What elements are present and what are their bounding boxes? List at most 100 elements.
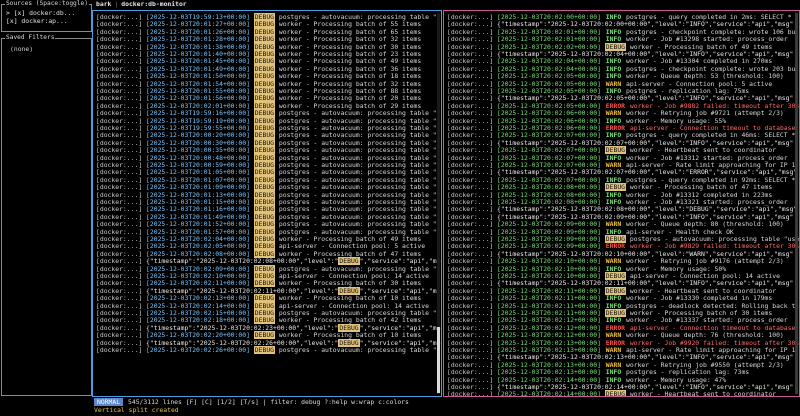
log-source: [docker:...] — [447, 257, 494, 266]
log-level-badge: INFO — [605, 375, 622, 384]
log-level-badge: DEBUG — [253, 72, 276, 81]
log-message: worker - Processing batch of 49 items — [278, 57, 422, 66]
log-line: [docker:...] [2025-12-03T20:02:01+00:00]… — [447, 35, 788, 43]
log-source: [docker:...] — [447, 101, 494, 110]
log-source: [docker:...] — [447, 316, 494, 325]
log-level-badge: DEBUG — [253, 161, 276, 169]
log-message: worker - Processing batch of 49 items — [278, 235, 422, 243]
log-source: [docker:...] — [447, 279, 494, 288]
log-source: [docker:...] — [447, 175, 494, 184]
log-line: [docker:...] [2025-12-03T20:01:15+00:00]… — [96, 198, 441, 206]
log-line: [docker:...] [2025-12-03T20:02:11+00:00]… — [447, 309, 772, 317]
log-line: [docker:...] [2025-12-03T20:02:20+00:00]… — [96, 331, 421, 340]
source-item-api[interactable]: [x] docker:ap... — [6, 17, 68, 25]
log-source: [docker:...] — [447, 331, 494, 340]
log-message: api-server - Health check OK — [626, 227, 734, 236]
log-level-badge: ERROR — [605, 338, 626, 347]
log-timestamp: [2025-12-03T20:02:13+00:00] — [497, 338, 601, 347]
source-label: docker:ap... — [21, 17, 68, 25]
source-item-db[interactable]: > [x] docker:db... — [6, 9, 75, 17]
log-level-badge: WARN — [605, 331, 622, 340]
log-message: postgres - autovacuum: processing table … — [278, 124, 442, 132]
header-bar: bark | docker:db-monitor — [92, 0, 800, 10]
log-level-badge: DEBUG — [338, 257, 360, 266]
log-timestamp: [2025-12-03T20:02:11+00:00] — [146, 279, 250, 288]
log-message: worker - Processing batch of 47 items — [629, 183, 773, 192]
log-message: worker - Memory usage: 55% — [626, 116, 727, 125]
log-level-badge: DEBUG — [253, 198, 276, 206]
log-level-badge: DEBUG — [253, 27, 276, 36]
left-log-pane[interactable]: [docker:...] [2025-12-03T19:59:13+00:00]… — [92, 10, 442, 397]
right-scrollbar[interactable] — [795, 13, 798, 394]
log-source: [docker:...] — [96, 50, 143, 58]
log-level-badge: DEBUG — [253, 227, 276, 236]
log-source: [docker:...] — [447, 368, 494, 377]
log-timestamp: [2025-12-03T20:02:05+00:00] — [497, 101, 601, 110]
log-source: [docker:...] — [447, 242, 494, 251]
log-message: worker - Job #13330 completed in 179ms — [626, 294, 773, 303]
log-level-badge: DEBUG — [604, 272, 627, 280]
log-line: [docker:...] [2025-12-03T20:02:07+00:00]… — [447, 154, 788, 162]
log-message: api-server - Rate limit approaching for … — [626, 346, 796, 354]
log-level-badge: DEBUG — [604, 146, 627, 155]
log-line: [docker:...] [2025-12-03T20:01:57+00:00]… — [96, 227, 441, 236]
log-source: [docker:...] — [447, 35, 494, 44]
log-level-badge: DEBUG — [338, 338, 360, 347]
log-source: [docker:...] — [96, 242, 143, 251]
left-scrollbar[interactable] — [437, 13, 440, 394]
log-source: [docker:...] — [96, 64, 143, 73]
log-message: worker - Job #13337 started: process_ord… — [626, 316, 788, 325]
log-source: [docker:...] — [447, 301, 494, 310]
log-line: [docker:...] [2025-12-03T20:02:09+00:00]… — [447, 220, 784, 228]
log-line: [docker:...] [2025-12-03T20:02:04+00:00]… — [96, 235, 421, 243]
log-source: [docker:...] — [96, 235, 143, 243]
log-level-badge: DEBUG — [604, 390, 627, 397]
log-source: [docker:...] — [447, 116, 494, 125]
log-json: {"timestamp":"2025-12-03T20:02:00+00:00"… — [497, 20, 794, 29]
log-json-tail: ","service":"api","msg" — [359, 257, 442, 266]
log-timestamp: [2025-12-03T20:02:13+00:00] — [497, 368, 601, 377]
right-scrollbar-thumb[interactable] — [795, 13, 798, 394]
log-json: {"timestamp":"2025-12-03T20:02:11+00:00"… — [146, 286, 339, 295]
log-level-badge: DEBUG — [253, 346, 276, 354]
log-message: worker - Job #9920 failed: timeout after… — [629, 338, 800, 347]
source-checkbox[interactable]: > [x] — [6, 9, 26, 17]
log-source: [docker:...] — [96, 205, 143, 214]
log-json: {"timestamp":"2025-12-03T20:02:07+00:00"… — [497, 138, 794, 147]
log-timestamp: [2025-12-03T19:59:55+00:00] — [146, 124, 250, 132]
log-message: worker - Processing batch of 55 items — [278, 20, 422, 29]
log-source: [docker:...] — [96, 175, 143, 184]
left-scrollbar-thumb[interactable] — [437, 327, 440, 393]
log-source: [docker:...] — [96, 27, 143, 36]
log-source: [docker:...] — [447, 383, 494, 391]
log-source: [docker:...] — [96, 220, 143, 229]
log-source: [docker:...] — [447, 168, 494, 177]
log-level-badge: DEBUG — [253, 331, 276, 340]
log-line: [docker:...] {"timestamp":"2025-12-03T20… — [447, 20, 793, 28]
log-message: postgres - autovacuum: processing table … — [278, 264, 442, 273]
log-level-badge: ERROR — [605, 101, 626, 110]
log-line: [docker:...] [2025-12-03T20:02:08+00:00]… — [447, 198, 788, 206]
log-timestamp: [2025-12-03T20:02:10+00:00] — [497, 272, 601, 280]
log-level-badge: INFO — [605, 35, 622, 44]
log-line: [docker:...] [2025-12-03T20:01:49+00:00]… — [96, 64, 421, 73]
log-json: {"timestamp":"2025-12-03T20:02:08+00:00"… — [146, 257, 339, 266]
log-source: [docker:...] — [447, 323, 494, 332]
log-line: [docker:...] [2025-12-03T20:02:08+00:00]… — [447, 183, 773, 192]
log-message: worker - Processing batch of 65 items — [278, 27, 422, 36]
source-checkbox[interactable]: [x] — [6, 17, 18, 25]
log-timestamp: [2025-12-03T20:02:14+00:00] — [497, 390, 601, 397]
log-line: [docker:...] [2025-12-03T20:01:26+00:00]… — [96, 27, 422, 36]
log-line: [docker:...] {"timestamp":"2025-12-03T20… — [447, 279, 793, 287]
log-line: [docker:...] [2025-12-03T20:02:10+00:00]… — [447, 272, 780, 280]
log-line: [docker:...] {"timestamp":"2025-12-03T20… — [96, 323, 441, 332]
right-log-pane[interactable]: [docker:...] [2025-12-03T20:02:00+00:00]… — [443, 10, 800, 397]
log-source: [docker:...] — [96, 35, 143, 44]
log-level-badge: DEBUG — [253, 153, 276, 162]
log-level-badge: DEBUG — [253, 294, 276, 303]
log-timestamp: [2025-12-03T20:01:57+00:00] — [146, 227, 250, 236]
log-timestamp: [2025-12-03T20:02:11+00:00] — [497, 301, 601, 310]
log-level-badge: DEBUG — [604, 42, 627, 51]
log-message: worker - Job #13321 started: process_ord… — [626, 198, 788, 206]
log-message: worker - Processing batch of 23 items — [278, 50, 422, 58]
